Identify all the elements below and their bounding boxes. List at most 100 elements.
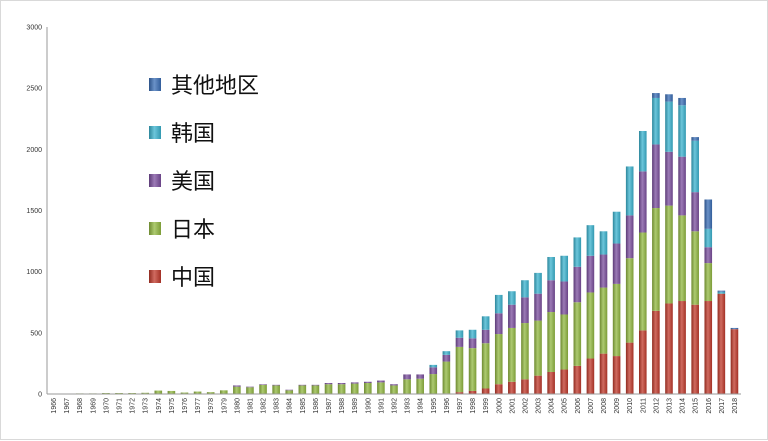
bar-2016-其他地区 — [704, 199, 713, 229]
x-tick-label-1979: 1979 — [221, 398, 228, 414]
bar-1998-中国 — [468, 390, 477, 394]
bar-1997-日本 — [455, 346, 464, 393]
bar-2011-中国 — [638, 330, 647, 394]
bar-1987-美国 — [324, 382, 333, 385]
x-tick-label-1968: 1968 — [77, 398, 84, 414]
bar-2015-中国 — [691, 304, 699, 394]
legend-swatch-其他地区 — [149, 78, 161, 91]
bar-2015-其他地区 — [691, 137, 699, 141]
y-tick-label-1500: 1500 — [26, 208, 42, 215]
bar-2012-其他地区 — [652, 93, 660, 98]
legend-swatch-美国 — [149, 174, 161, 187]
bar-2016-日本 — [704, 263, 713, 302]
bar-1993-美国 — [403, 374, 411, 380]
bar-2011-日本 — [638, 232, 647, 331]
bar-2009-中国 — [612, 356, 621, 394]
bar-1981-日本 — [246, 387, 254, 394]
y-tick-label-2000: 2000 — [26, 147, 42, 154]
bar-2006-中国 — [573, 365, 582, 394]
bar-2001-美国 — [508, 304, 516, 328]
bar-2013-日本 — [665, 205, 673, 304]
x-tick-label-1970: 1970 — [103, 398, 110, 414]
bar-1986-美国 — [311, 384, 320, 386]
x-tick-label-2013: 2013 — [666, 398, 673, 414]
bar-2017-韩国 — [717, 291, 726, 294]
bar-2000-日本 — [494, 334, 503, 385]
bar-2015-美国 — [691, 192, 699, 232]
bar-2009-韩国 — [612, 211, 621, 244]
bar-2008-日本 — [599, 287, 608, 354]
x-tick-label-1967: 1967 — [64, 398, 71, 414]
x-tick-label-1993: 1993 — [405, 398, 412, 414]
axes — [46, 27, 741, 395]
bar-2001-日本 — [508, 327, 516, 382]
x-tick-label-2009: 2009 — [614, 398, 621, 414]
bar-2013-韩国 — [665, 101, 673, 152]
bar-2007-日本 — [586, 292, 595, 359]
bar-1985-日本 — [298, 385, 307, 394]
bar-2013-中国 — [665, 303, 673, 394]
bar-2012-日本 — [652, 208, 660, 311]
x-tick-label-2006: 2006 — [575, 398, 582, 414]
bar-2009-日本 — [612, 283, 621, 357]
y-axis-ticks: 0 500 1000 1500 2000 2500 3000 — [26, 25, 42, 399]
bar-1998-韩国 — [468, 329, 477, 339]
bar-2014-韩国 — [678, 105, 686, 157]
x-tick-label-2003: 2003 — [536, 398, 543, 414]
x-axis-ticks: 1966 1967 1968 1969 1970 1971 1972 1973 1974 1975… — [51, 398, 739, 414]
bar-2007-美国 — [586, 255, 595, 293]
bar-1973-日本 — [141, 392, 150, 394]
bar-1986-日本 — [311, 385, 320, 394]
y-tick-label-2500: 2500 — [26, 86, 42, 93]
bar-2014-日本 — [678, 215, 686, 302]
bar-1980-日本 — [233, 386, 241, 394]
bar-2011-美国 — [638, 171, 647, 233]
bar-1999-日本 — [481, 343, 490, 389]
x-tick-label-2000: 2000 — [496, 398, 503, 414]
bar-2002-中国 — [521, 379, 529, 394]
bar-2014-其他地区 — [678, 97, 686, 106]
bar-1991-日本 — [377, 382, 385, 394]
bar-1991-美国 — [377, 380, 385, 383]
y-tick-label-500: 500 — [30, 330, 42, 337]
bar-2015-韩国 — [691, 140, 699, 193]
bar-2006-韩国 — [573, 237, 582, 267]
y-tick-label-3000: 3000 — [26, 25, 42, 32]
bar-1999-中国 — [481, 388, 490, 394]
legend-label-中国: 中国 — [171, 266, 215, 291]
x-tick-label-2005: 2005 — [562, 398, 569, 414]
bar-2016-中国 — [704, 301, 713, 394]
bar-2010-日本 — [625, 258, 634, 343]
bar-2010-美国 — [625, 215, 634, 259]
x-tick-label-1966: 1966 — [51, 398, 58, 414]
bar-1996-韩国 — [442, 351, 451, 355]
legend-swatch-日本 — [149, 222, 161, 235]
bar-1993-日本 — [403, 379, 411, 394]
x-tick-label-2011: 2011 — [640, 398, 647, 413]
bar-2006-美国 — [573, 266, 582, 303]
bar-1994-日本 — [416, 378, 424, 394]
bar-2003-中国 — [534, 375, 542, 394]
bar-2004-美国 — [547, 280, 555, 313]
bar-2017-中国 — [717, 293, 726, 394]
bar-2000-美国 — [494, 313, 503, 335]
bar-1992-日本 — [390, 385, 398, 394]
x-tick-label-1973: 1973 — [143, 398, 150, 414]
x-tick-label-2017: 2017 — [719, 398, 726, 414]
bar-2013-美国 — [665, 151, 673, 206]
bar-2002-美国 — [521, 297, 529, 324]
x-tick-label-1985: 1985 — [300, 398, 307, 414]
bar-1988-日本 — [337, 384, 346, 394]
bar-2012-韩国 — [652, 97, 660, 145]
bar-1984-美国 — [285, 389, 294, 391]
x-tick-label-1988: 1988 — [339, 398, 346, 414]
x-tick-label-1987: 1987 — [326, 398, 333, 414]
legend-swatch-韩国 — [149, 126, 161, 139]
bar-2017-其他地区 — [717, 290, 726, 292]
x-tick-label-1972: 1972 — [130, 398, 137, 414]
x-tick-label-1996: 1996 — [444, 398, 451, 414]
bar-2000-中国 — [494, 384, 503, 394]
bar-2003-美国 — [534, 293, 542, 321]
